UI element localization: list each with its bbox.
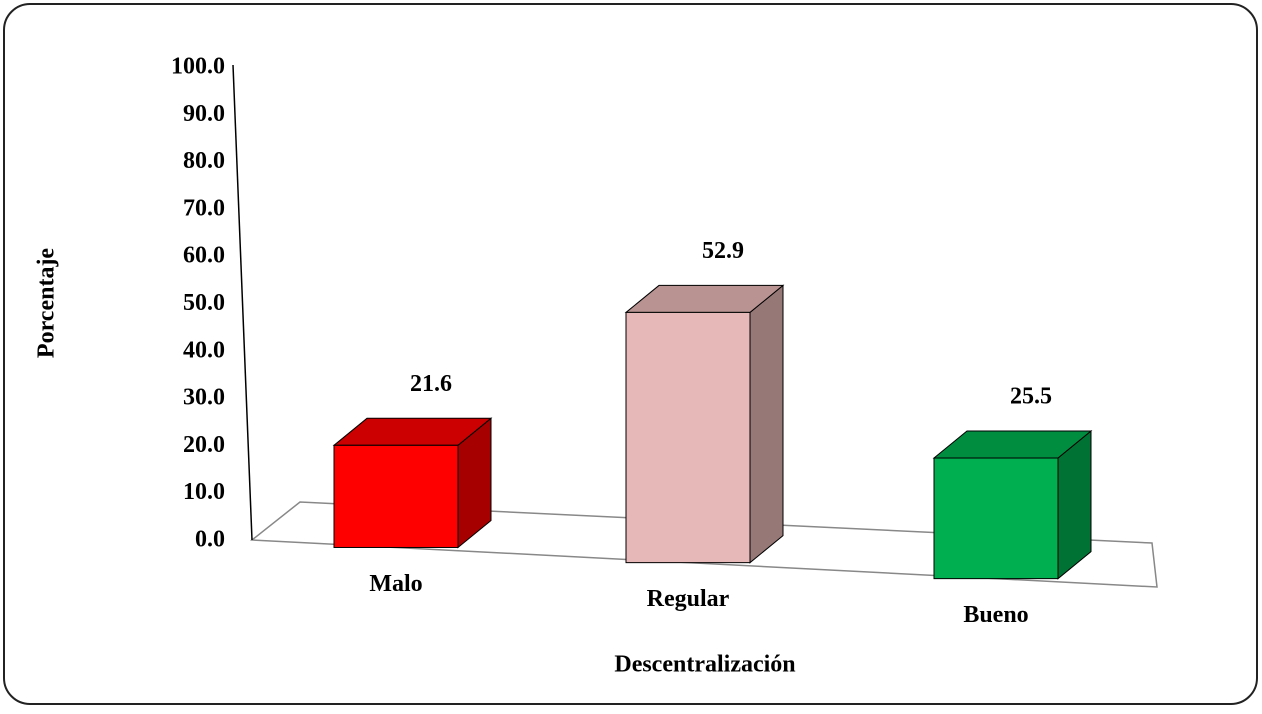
- x-tick-label: Bueno: [963, 602, 1028, 628]
- y-tick-label: 40.0: [183, 337, 225, 363]
- data-label: 21.6: [410, 371, 452, 397]
- y-tick-label: 30.0: [183, 385, 225, 411]
- data-label: 52.9: [702, 238, 744, 264]
- x-axis-title: Descentralización: [614, 652, 795, 678]
- data-label: 25.5: [1010, 384, 1052, 410]
- y-tick-label: 0.0: [195, 527, 225, 553]
- bar: [333, 444, 459, 548]
- y-tick-label: 10.0: [183, 479, 225, 505]
- y-tick-label: 60.0: [183, 243, 225, 269]
- y-axis-title: Porcentaje: [34, 248, 60, 359]
- bar-side: [749, 284, 784, 564]
- x-tick-label: Regular: [647, 586, 730, 612]
- y-tick-label: 100.0: [171, 54, 225, 80]
- bar: [625, 311, 751, 564]
- y-tick-label: 20.0: [183, 432, 225, 458]
- floor: [249, 501, 1158, 588]
- y-axis: [232, 64, 253, 541]
- x-tick-label: Malo: [369, 571, 422, 597]
- y-tick-label: 70.0: [183, 195, 225, 221]
- y-tick-label: 50.0: [183, 290, 225, 316]
- y-tick-label: 80.0: [183, 148, 225, 174]
- bar: [933, 457, 1059, 580]
- y-tick-label: 90.0: [183, 101, 225, 127]
